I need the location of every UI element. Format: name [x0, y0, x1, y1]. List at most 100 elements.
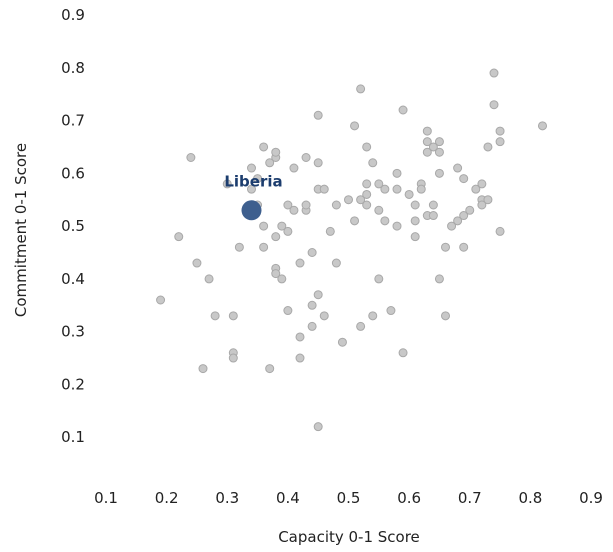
y-tick-label: 0.1	[61, 428, 85, 446]
data-point	[325, 226, 335, 236]
data-point	[441, 242, 450, 252]
data-point	[344, 195, 353, 205]
y-tick-label: 0.8	[61, 59, 85, 77]
data-point	[283, 200, 293, 210]
data-point	[453, 163, 463, 173]
data-point	[313, 422, 323, 432]
data-point	[422, 147, 432, 157]
data-point	[289, 205, 299, 215]
data-point	[483, 142, 493, 152]
data-point	[374, 179, 384, 189]
data-point	[295, 353, 305, 363]
highlight-label: Liberia	[224, 172, 282, 190]
data-point	[301, 200, 311, 210]
data-point	[222, 179, 232, 189]
data-point	[404, 189, 414, 199]
data-points	[156, 68, 547, 432]
x-tick-label: 0.2	[155, 489, 179, 507]
x-tick-label: 0.9	[579, 489, 603, 507]
y-tick-label: 0.4	[61, 270, 85, 288]
data-point	[465, 205, 475, 215]
y-tick-label: 0.7	[61, 112, 85, 130]
data-point	[350, 216, 360, 226]
data-point	[453, 216, 463, 226]
data-point	[247, 184, 256, 194]
data-point	[271, 269, 281, 279]
data-point	[247, 163, 256, 173]
data-point	[422, 137, 432, 147]
data-point	[392, 184, 402, 194]
data-point	[416, 184, 426, 194]
data-point	[392, 168, 402, 178]
y-tick-label: 0.9	[61, 6, 85, 24]
data-point	[477, 200, 487, 210]
x-tick-label: 0.7	[458, 489, 482, 507]
data-point	[156, 295, 166, 305]
data-point	[380, 216, 390, 226]
data-point	[489, 68, 499, 78]
data-point	[362, 179, 372, 189]
data-point	[368, 311, 378, 321]
data-point	[495, 126, 505, 136]
data-point	[447, 221, 457, 231]
data-point	[307, 300, 317, 310]
y-tick-label: 0.6	[61, 164, 85, 182]
data-point	[434, 137, 444, 147]
data-point	[271, 232, 281, 242]
data-point	[259, 142, 269, 152]
x-axis-label: Capacity 0-1 Score	[278, 528, 420, 546]
data-point	[410, 200, 420, 210]
data-point	[289, 163, 299, 173]
data-point	[428, 142, 438, 152]
data-point	[283, 306, 293, 316]
x-tick-label: 0.4	[276, 489, 300, 507]
data-point	[313, 110, 323, 120]
data-point	[192, 258, 202, 268]
data-point	[459, 211, 469, 221]
data-point	[434, 274, 444, 284]
data-point	[441, 311, 450, 321]
data-point	[283, 226, 293, 236]
data-point	[234, 242, 244, 252]
data-point	[362, 200, 372, 210]
data-point	[307, 248, 317, 257]
data-point	[471, 184, 481, 194]
data-point	[434, 168, 444, 178]
data-point	[398, 348, 408, 358]
data-point	[307, 321, 317, 331]
data-point	[459, 174, 469, 184]
data-point	[362, 142, 372, 152]
data-point	[538, 121, 547, 131]
x-axis-ticks: 0.1 0.2 0.3 0.4 0.5 0.6 0.7 0.8 0.9	[94, 489, 603, 507]
data-point	[459, 242, 469, 252]
data-point	[428, 211, 438, 221]
x-tick-label: 0.5	[337, 489, 361, 507]
highlight-point	[241, 200, 262, 221]
data-point	[392, 221, 402, 231]
data-point	[428, 200, 438, 210]
data-point	[253, 174, 263, 184]
data-point	[259, 242, 269, 252]
data-point	[319, 311, 329, 321]
data-point	[374, 274, 384, 284]
data-point	[301, 153, 311, 162]
highlight-group: Liberia	[224, 172, 283, 221]
data-point	[331, 200, 341, 210]
data-point	[374, 205, 384, 215]
data-point	[198, 364, 208, 374]
data-point	[337, 337, 347, 347]
data-point	[495, 226, 505, 236]
data-point	[434, 147, 444, 157]
data-point	[277, 221, 287, 231]
data-point	[313, 158, 323, 168]
data-point	[410, 216, 420, 226]
x-tick-label: 0.6	[397, 489, 421, 507]
x-tick-label: 0.1	[94, 489, 118, 507]
y-tick-label: 0.5	[61, 217, 85, 235]
data-point	[331, 258, 341, 268]
data-point	[186, 153, 196, 162]
data-point	[356, 195, 366, 205]
data-point	[259, 221, 269, 231]
data-point	[477, 179, 487, 189]
y-tick-label: 0.2	[61, 375, 85, 393]
